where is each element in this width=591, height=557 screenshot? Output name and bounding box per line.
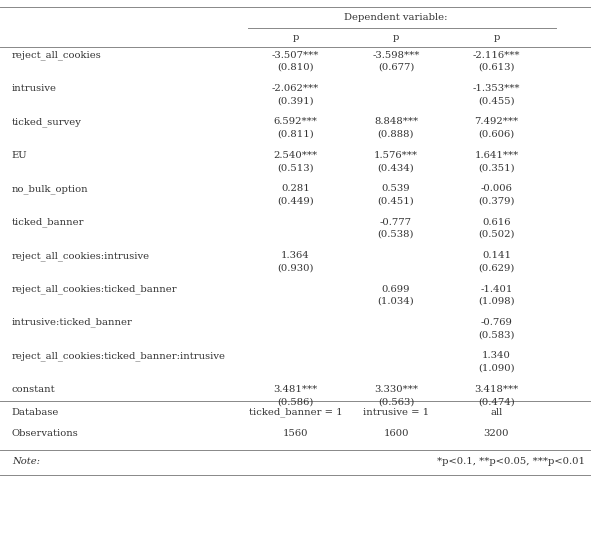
Text: (0.451): (0.451) xyxy=(378,197,414,206)
Text: (0.434): (0.434) xyxy=(378,163,414,172)
Text: ticked_banner: ticked_banner xyxy=(12,217,85,227)
Text: (1.090): (1.090) xyxy=(478,364,515,373)
Text: intrusive:ticked_banner: intrusive:ticked_banner xyxy=(12,317,133,328)
Text: (0.538): (0.538) xyxy=(378,230,414,239)
Text: -0.777: -0.777 xyxy=(380,218,412,227)
Text: 6.592***: 6.592*** xyxy=(274,118,317,126)
Text: (0.351): (0.351) xyxy=(478,163,515,172)
Text: 1.576***: 1.576*** xyxy=(374,151,418,160)
Text: p: p xyxy=(493,33,499,42)
Text: reject_all_cookies:ticked_banner: reject_all_cookies:ticked_banner xyxy=(12,284,177,294)
Text: (0.930): (0.930) xyxy=(277,263,314,272)
Text: (0.455): (0.455) xyxy=(478,96,515,105)
Text: ticked_banner = 1: ticked_banner = 1 xyxy=(249,408,342,417)
Text: (0.379): (0.379) xyxy=(478,197,515,206)
Text: -1.401: -1.401 xyxy=(480,285,512,294)
Text: constant: constant xyxy=(12,385,56,394)
Text: (0.449): (0.449) xyxy=(277,197,314,206)
Text: 3.330***: 3.330*** xyxy=(374,385,418,394)
Text: (0.810): (0.810) xyxy=(277,63,314,72)
Text: -1.353***: -1.353*** xyxy=(473,84,520,93)
Text: (0.391): (0.391) xyxy=(277,96,314,105)
Text: -0.769: -0.769 xyxy=(480,318,512,327)
Text: 0.281: 0.281 xyxy=(281,184,310,193)
Text: 3200: 3200 xyxy=(483,429,509,438)
Text: (0.586): (0.586) xyxy=(277,397,314,406)
Text: 0.141: 0.141 xyxy=(482,251,511,260)
Text: (0.888): (0.888) xyxy=(378,130,414,139)
Text: intrusive = 1: intrusive = 1 xyxy=(363,408,429,417)
Text: -2.062***: -2.062*** xyxy=(272,84,319,93)
Text: 0.539: 0.539 xyxy=(382,184,410,193)
Text: (0.677): (0.677) xyxy=(378,63,414,72)
Text: (0.606): (0.606) xyxy=(478,130,515,139)
Text: (0.474): (0.474) xyxy=(478,397,515,406)
Text: 0.699: 0.699 xyxy=(382,285,410,294)
Text: -0.006: -0.006 xyxy=(480,184,512,193)
Text: 2.540***: 2.540*** xyxy=(274,151,317,160)
Text: (1.034): (1.034) xyxy=(378,297,414,306)
Text: -3.507***: -3.507*** xyxy=(272,51,319,60)
Text: *p<0.1, **p<0.05, ***p<0.01: *p<0.1, **p<0.05, ***p<0.01 xyxy=(437,457,585,466)
Text: 8.848***: 8.848*** xyxy=(374,118,418,126)
Text: (1.098): (1.098) xyxy=(478,297,515,306)
Text: p: p xyxy=(393,33,399,42)
Text: (0.613): (0.613) xyxy=(478,63,515,72)
Text: Database: Database xyxy=(12,408,59,417)
Text: (0.629): (0.629) xyxy=(478,263,515,272)
Text: (0.811): (0.811) xyxy=(277,130,314,139)
Text: 1.340: 1.340 xyxy=(482,351,511,360)
Text: (0.502): (0.502) xyxy=(478,230,515,239)
Text: 0.616: 0.616 xyxy=(482,218,511,227)
Text: 1.364: 1.364 xyxy=(281,251,310,260)
Text: Observations: Observations xyxy=(12,429,79,438)
Text: Note:: Note: xyxy=(12,457,40,466)
Text: -3.598***: -3.598*** xyxy=(372,51,420,60)
Text: (0.583): (0.583) xyxy=(478,330,515,339)
Text: p: p xyxy=(293,33,298,42)
Text: 3.481***: 3.481*** xyxy=(274,385,317,394)
Text: 3.418***: 3.418*** xyxy=(475,385,518,394)
Text: 1.641***: 1.641*** xyxy=(475,151,518,160)
Text: all: all xyxy=(491,408,502,417)
Text: (0.513): (0.513) xyxy=(277,163,314,172)
Text: -2.116***: -2.116*** xyxy=(473,51,520,60)
Text: (0.563): (0.563) xyxy=(378,397,414,406)
Text: EU: EU xyxy=(12,151,27,160)
Text: 1560: 1560 xyxy=(282,429,309,438)
Text: ticked_survey: ticked_survey xyxy=(12,117,82,127)
Text: reject_all_cookies:intrusive: reject_all_cookies:intrusive xyxy=(12,251,150,261)
Text: intrusive: intrusive xyxy=(12,84,57,93)
Text: 1600: 1600 xyxy=(383,429,409,438)
Text: Dependent variable:: Dependent variable: xyxy=(344,13,448,22)
Text: reject_all_cookies: reject_all_cookies xyxy=(12,50,102,60)
Text: 7.492***: 7.492*** xyxy=(475,118,518,126)
Text: no_bulk_option: no_bulk_option xyxy=(12,184,89,194)
Text: reject_all_cookies:ticked_banner:intrusive: reject_all_cookies:ticked_banner:intrusi… xyxy=(12,351,226,361)
